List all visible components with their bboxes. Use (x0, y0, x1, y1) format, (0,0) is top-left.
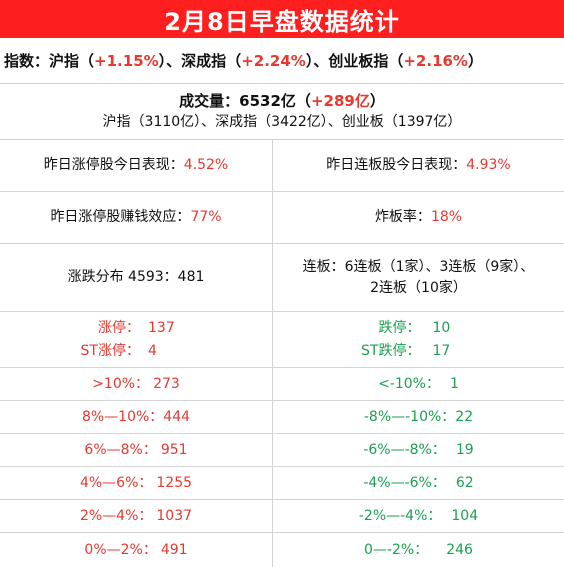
st-limit-down-label: ST跌停： (361, 342, 421, 359)
range-row: 8%—10%： 444 -8%—-10%： 22 (0, 401, 564, 434)
sz-index-name: 深成指 (181, 52, 227, 70)
profit-effect-value: 77% (190, 209, 222, 225)
range-up-value: 951 (160, 441, 188, 458)
yesterday-limit-up-label: 昨日涨停股今日表现： (43, 157, 184, 173)
range-up-value: 273 (153, 375, 180, 392)
range-down-value: 104 (451, 507, 479, 524)
volume-label: 成交量： (179, 91, 240, 110)
range-down-value: 62 (455, 474, 474, 491)
performance-row: 昨日涨停股今日表现：4.52% 昨日连板股今日表现：4.93% (0, 140, 564, 192)
range-up-value: 444 (163, 408, 191, 425)
volume-total: 6532亿 (239, 91, 296, 110)
range-down-label: <-10%： (378, 375, 440, 392)
limit-down-value: 10 (432, 319, 451, 336)
cy-index-name: 创业板指 (328, 52, 389, 70)
title-bar: 2月8日早盘数据统计 (0, 0, 564, 38)
st-limit-up-label: ST涨停： (80, 342, 140, 359)
limit-down-label: 跌停： (378, 319, 421, 336)
limit-up-value: 137 (148, 319, 175, 336)
range-up-label: 8%—10%： (81, 408, 164, 425)
volume-row: 成交量：6532亿（+289亿） 沪指（3110亿）、深成指（3422亿）、创业… (0, 84, 564, 140)
limit-up-label: 涨停： (98, 319, 140, 336)
range-up-label: 6%—8%： (84, 441, 157, 458)
range-down-label: -2%—-4%： (358, 507, 442, 524)
cy-index-change: +2.16% (403, 51, 468, 70)
range-up-label: 4%—6%： (79, 474, 153, 491)
consecutive-line-2: 2连板（10家） (370, 279, 467, 296)
range-up-value: 1037 (156, 507, 193, 524)
yesterday-consecutive-value: 4.93% (466, 157, 511, 173)
range-up-value: 1255 (156, 474, 193, 491)
yesterday-limit-up-value: 4.52% (183, 157, 229, 173)
table-title: 2月8日早盘数据统计 (164, 7, 400, 36)
range-down-value: 1 (449, 375, 459, 392)
range-up-value: 491 (160, 541, 188, 558)
yesterday-consecutive-label: 昨日连板股今日表现： (326, 157, 467, 173)
distribution-row: 涨跌分布 4593：481 连板：6连板（1家）、3连板（9家）、 2连板（10… (0, 244, 564, 312)
break-rate-value: 18% (430, 209, 463, 225)
distribution-text: 涨跌分布 4593：481 (67, 269, 205, 285)
range-row: 0%—2%： 491 0—-2%： 246 (0, 533, 564, 567)
sh-index-change: +1.15% (94, 51, 159, 70)
range-row: 4%—6%： 1255 -4%—-6%： 62 (0, 467, 564, 500)
volume-change: +289亿 (310, 91, 370, 110)
range-down-label: -4%—-6%： (363, 474, 446, 491)
sh-index-name: 沪指 (49, 52, 80, 70)
range-down-label: -8%—-10%： (363, 408, 456, 425)
range-down-value: 19 (455, 441, 474, 458)
st-limit-down-value: 17 (432, 342, 451, 359)
index-row: 指数： 沪指 （+1.15%）、 深成指 （+2.24%）、 创业板指 （+2.… (0, 38, 564, 84)
range-down-label: 0—-2%： (364, 541, 429, 558)
range-up-label: 2%—4%： (79, 507, 153, 524)
limit-row: 涨停： 137 ST涨停： 4 跌停： 10 ST跌停： 17 (0, 312, 564, 368)
range-up-label: 0%—2%： (84, 541, 157, 558)
st-limit-up-value: 4 (148, 342, 157, 359)
break-rate-label: 炸板率： (374, 209, 431, 225)
consecutive-line-1: 连板：6连板（1家）、3连板（9家）、 (302, 258, 535, 275)
range-row: >10%： 273 <-10%： 1 (0, 368, 564, 401)
range-down-label: -6%—-8%： (363, 441, 446, 458)
range-down-value: 22 (455, 408, 474, 425)
range-row: 6%—8%： 951 -6%—-8%： 19 (0, 434, 564, 467)
index-label: 指数： (4, 52, 50, 70)
sz-index-change: +2.24% (241, 51, 306, 70)
effect-row: 昨日涨停股赚钱效应：77% 炸板率：18% (0, 192, 564, 244)
range-up-label: >10%： (92, 375, 150, 392)
range-down-value: 246 (446, 541, 473, 558)
range-row: 2%—4%： 1037 -2%—-4%： 104 (0, 500, 564, 533)
profit-effect-label: 昨日涨停股赚钱效应： (50, 209, 191, 225)
volume-detail: 沪指（3110亿）、深成指（3422亿）、创业板（1397亿） (102, 113, 462, 130)
